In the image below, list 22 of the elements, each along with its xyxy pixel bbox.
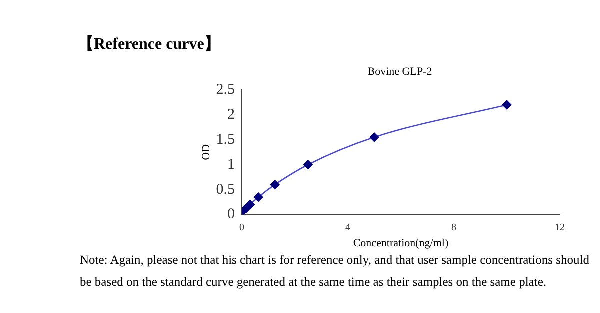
y-tick-label: 0 [227,206,235,223]
y-tick-label: 0.5 [216,182,235,198]
y-tick-label: 1.5 [216,132,235,148]
y-tick-label: 2.5 [216,82,235,98]
point [502,100,512,110]
chart-title: 【Reference curve】 [78,34,220,55]
x-tick-label: 4 [345,222,350,234]
x-tick-label: 8 [451,222,456,234]
point [270,180,280,190]
point [370,132,380,142]
point [246,200,255,210]
y-tick-label: 2 [227,106,235,123]
x-tick-label: 0 [239,222,244,234]
x-axis-title: Concentration(ng/ml) [353,237,449,250]
x-tick-label: 12 [555,222,565,234]
text: Note: Again, please not that his chart is for reference only, and that user sample concentrations should be based on the standard curve generated at the same time as their samples on the same plate. [80,252,590,291]
point [254,192,264,202]
point [242,204,251,214]
y-axis-title: OD [200,144,212,160]
point [304,160,313,170]
y-tick-label: 1 [227,156,235,173]
chart-subtitle: Bovine GLP-2 [366,66,434,78]
